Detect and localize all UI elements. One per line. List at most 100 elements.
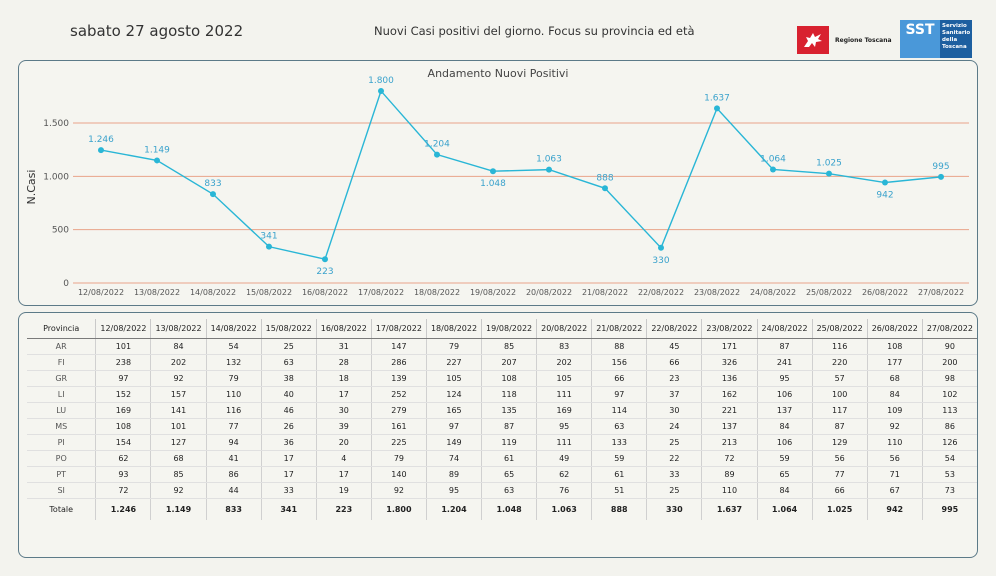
data-label: 330 (652, 256, 669, 266)
x-tick-label: 17/08/2022 (358, 288, 404, 297)
value-cell: 132 (206, 354, 262, 371)
data-point (434, 151, 440, 158)
value-cell: 72 (701, 450, 758, 467)
value-cell: 1.149 (150, 498, 207, 520)
value-cell: 63 (481, 482, 538, 499)
data-point (546, 166, 552, 173)
x-tick-label: 20/08/2022 (526, 288, 572, 297)
value-cell: 241 (757, 354, 813, 371)
value-cell: 110 (867, 434, 923, 451)
table-row: SI 72 92 44 33 19 92 95 63 76 51 25 110 84 66 67 73 (27, 482, 977, 499)
x-tick-label: 18/08/2022 (414, 288, 460, 297)
value-cell: 56 (812, 450, 868, 467)
x-tick-label: 25/08/2022 (806, 288, 852, 297)
value-cell: 833 (206, 498, 262, 520)
value-cell: 140 (371, 466, 427, 483)
value-cell: 101 (150, 418, 207, 435)
data-point (210, 191, 216, 198)
value-cell: 101 (95, 338, 152, 355)
value-cell: 169 (536, 402, 593, 419)
value-cell: 225 (371, 434, 427, 451)
sst-logo: SST Servizio Sanitario della Toscana (900, 20, 972, 58)
data-label: 1.246 (88, 135, 114, 145)
x-tick-label: 12/08/2022 (78, 288, 124, 297)
data-label: 995 (932, 162, 949, 172)
data-label: 1.025 (816, 159, 842, 169)
table-row: FI 238 202 132 63 28 286 227 207 202 156 66 326 241 22… (27, 354, 977, 371)
value-cell: 223 (316, 498, 372, 520)
data-label: 833 (204, 179, 221, 189)
value-cell: 53 (922, 466, 977, 483)
value-cell: 25 (646, 482, 703, 499)
value-cell: 65 (481, 466, 538, 483)
value-cell: 1.204 (426, 498, 483, 520)
value-cell: 28 (316, 354, 372, 371)
value-cell: 92 (371, 482, 427, 499)
value-cell: 59 (757, 450, 813, 467)
value-cell: 93 (95, 466, 152, 483)
series-line (100, 89, 942, 261)
value-cell: 116 (206, 402, 262, 419)
value-cell: 72 (95, 482, 152, 499)
value-cell: 84 (757, 482, 813, 499)
value-cell: 202 (150, 354, 207, 371)
value-cell: 330 (646, 498, 703, 520)
value-cell: 114 (591, 402, 648, 419)
province-cell: MS (27, 418, 97, 435)
value-cell: 156 (591, 354, 648, 371)
value-cell: 87 (812, 418, 868, 435)
data-label: 942 (876, 191, 893, 201)
value-cell: 238 (95, 354, 152, 371)
x-tick-label: 21/08/2022 (582, 288, 628, 297)
value-cell: 97 (426, 418, 483, 435)
value-cell: 326 (701, 354, 758, 371)
data-label: 1.800 (368, 76, 394, 86)
data-point (882, 179, 888, 186)
value-cell: 79 (426, 338, 483, 355)
table-row: PT 93 85 86 17 17 140 89 65 62 61 33 89 65 77 71 53 (27, 466, 977, 483)
chart-title: Andamento Nuovi Positivi (427, 67, 569, 80)
x-tick-label: 22/08/2022 (638, 288, 684, 297)
table-panel: Provincia 12/08/2022 13/08/2022 14/08/2022 1… (18, 312, 978, 558)
value-cell: 108 (481, 370, 538, 387)
value-cell: 116 (812, 338, 868, 355)
value-cell: 1.637 (701, 498, 758, 520)
value-cell: 79 (371, 450, 427, 467)
data-point (490, 168, 496, 175)
value-cell: 37 (646, 386, 703, 403)
province-cell: GR (27, 370, 97, 387)
value-cell: 39 (316, 418, 372, 435)
value-cell: 17 (316, 466, 372, 483)
value-cell: 66 (591, 370, 648, 387)
value-cell: 119 (481, 434, 538, 451)
sst-logo-line: Toscana (942, 44, 967, 50)
value-cell: 109 (867, 402, 923, 419)
value-cell: 202 (536, 354, 593, 371)
province-cell: PO (27, 450, 97, 467)
value-cell: 220 (812, 354, 868, 371)
value-cell: 24 (646, 418, 703, 435)
sst-logo-line: Servizio (942, 23, 967, 29)
x-tick-label: 15/08/2022 (246, 288, 292, 297)
value-cell: 1.064 (757, 498, 813, 520)
value-cell: 252 (371, 386, 427, 403)
table-row: GR 97 92 79 38 18 139 105 108 105 66 23 136 95 57 68 98 (27, 370, 977, 387)
column-header-date: 26/08/2022 (867, 319, 923, 339)
value-cell: 77 (206, 418, 262, 435)
value-cell: 17 (316, 386, 372, 403)
x-tick-label: 23/08/2022 (694, 288, 740, 297)
value-cell: 88 (591, 338, 648, 355)
value-cell: 63 (591, 418, 648, 435)
data-point (658, 244, 664, 251)
value-cell: 141 (150, 402, 207, 419)
value-cell: 154 (95, 434, 152, 451)
value-cell: 19 (316, 482, 372, 499)
data-point (322, 256, 328, 263)
value-cell: 22 (646, 450, 703, 467)
value-cell: 66 (646, 354, 703, 371)
value-cell: 227 (426, 354, 483, 371)
value-cell: 152 (95, 386, 152, 403)
data-label: 1.063 (536, 155, 562, 165)
column-header-date: 16/08/2022 (316, 319, 372, 339)
value-cell: 108 (867, 338, 923, 355)
